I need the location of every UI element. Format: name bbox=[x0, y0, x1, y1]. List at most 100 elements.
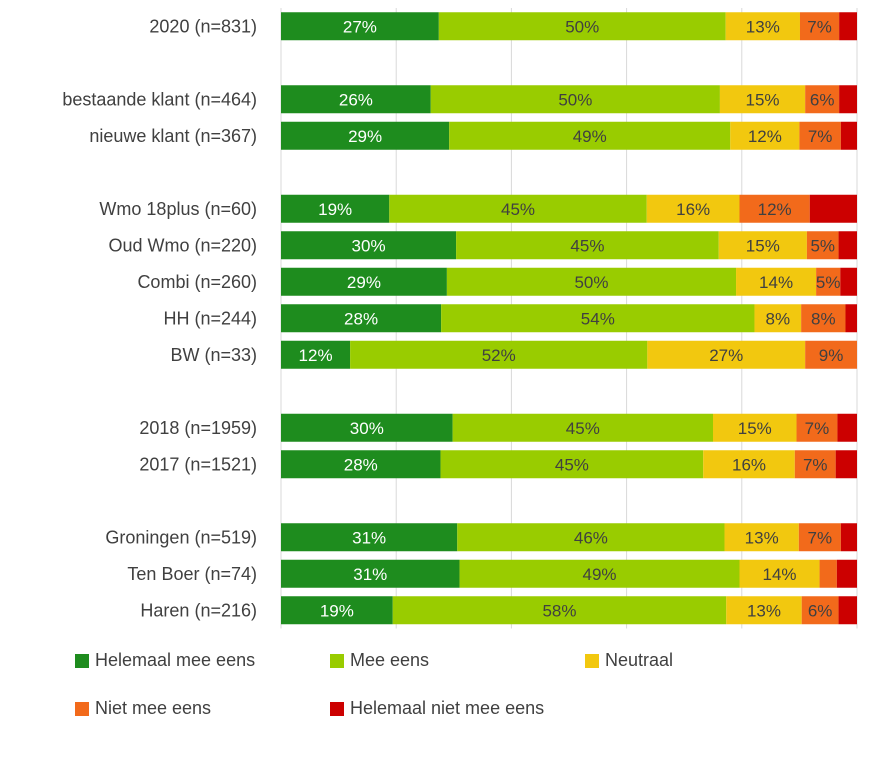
bar-segment bbox=[839, 85, 857, 114]
bar-segment bbox=[739, 194, 810, 223]
bar-segment bbox=[840, 121, 857, 150]
bar-segment bbox=[724, 523, 799, 552]
category-label: HH (n=244) bbox=[163, 308, 257, 328]
bar-segment bbox=[730, 121, 800, 150]
legend-swatch bbox=[330, 701, 344, 716]
bar-segment bbox=[809, 194, 857, 223]
bar-segment bbox=[456, 231, 719, 260]
data-label: 14% bbox=[759, 273, 793, 292]
bar-segment bbox=[281, 12, 439, 41]
data-label: 7% bbox=[808, 127, 833, 146]
data-label: 9% bbox=[819, 346, 844, 365]
category-label: Haren (n=216) bbox=[140, 600, 257, 620]
data-label: 19% bbox=[318, 200, 352, 219]
bar-segment bbox=[457, 523, 725, 552]
bar-segment bbox=[718, 231, 807, 260]
category-label: Oud Wmo (n=220) bbox=[108, 235, 257, 255]
data-label: 5% bbox=[816, 273, 841, 292]
data-label: 45% bbox=[501, 200, 535, 219]
bar-segment bbox=[281, 340, 351, 369]
legend-label: Niet mee eens bbox=[95, 698, 212, 718]
bar-segment bbox=[440, 450, 704, 479]
bar-segment bbox=[441, 304, 755, 333]
bar-segment bbox=[799, 121, 841, 150]
data-label: 52% bbox=[482, 346, 516, 365]
bar-segment bbox=[794, 450, 836, 479]
data-label: 45% bbox=[566, 419, 600, 438]
bar-segment bbox=[281, 450, 441, 479]
data-label: 15% bbox=[746, 90, 780, 109]
bar-segment bbox=[840, 523, 857, 552]
data-label: 58% bbox=[542, 601, 576, 620]
bar-segment bbox=[754, 304, 802, 333]
bar-segment bbox=[389, 194, 647, 223]
bar-segment bbox=[430, 85, 720, 114]
data-label: 7% bbox=[803, 455, 828, 474]
bar-segment bbox=[392, 596, 727, 625]
bar-segment bbox=[739, 559, 820, 588]
category-label: Groningen (n=519) bbox=[105, 527, 257, 547]
legend-item: Helemaal mee eens bbox=[75, 650, 255, 671]
category-label: 2020 (n=831) bbox=[149, 16, 257, 36]
data-label: 46% bbox=[574, 528, 608, 547]
legend-label: Helemaal niet mee eens bbox=[350, 698, 545, 718]
data-label: 26% bbox=[339, 90, 373, 109]
bar-segment bbox=[799, 12, 840, 41]
bar-segment bbox=[281, 559, 460, 588]
bar-segment bbox=[646, 194, 740, 223]
bar-segment bbox=[281, 194, 390, 223]
category-label: Ten Boer (n=74) bbox=[127, 564, 257, 584]
bar-segment bbox=[805, 340, 857, 369]
bar-segment bbox=[438, 12, 726, 41]
bar-segment bbox=[806, 231, 839, 260]
data-label: 12% bbox=[748, 127, 782, 146]
bar-segment bbox=[281, 304, 442, 333]
data-label: 28% bbox=[344, 455, 378, 474]
bar-segment bbox=[281, 267, 447, 296]
legend-swatch bbox=[585, 653, 599, 668]
category-label: bestaande klant (n=464) bbox=[62, 89, 257, 109]
data-label: 15% bbox=[738, 419, 772, 438]
bar-segment bbox=[796, 413, 838, 442]
category-label: Combi (n=260) bbox=[137, 272, 257, 292]
legend-swatch bbox=[330, 653, 344, 668]
bar-segment bbox=[281, 523, 458, 552]
bar-segment bbox=[281, 85, 431, 114]
category-label: Wmo 18plus (n=60) bbox=[99, 199, 257, 219]
bar-segment bbox=[452, 413, 713, 442]
data-label: 50% bbox=[565, 17, 599, 36]
data-label: 13% bbox=[746, 17, 780, 36]
category-label: 2018 (n=1959) bbox=[139, 418, 257, 438]
data-label: 12% bbox=[299, 346, 333, 365]
category-label: 2017 (n=1521) bbox=[139, 454, 257, 474]
bar-segment bbox=[647, 340, 806, 369]
bar-segment bbox=[838, 231, 857, 260]
bar-segment bbox=[837, 413, 857, 442]
bar-segment bbox=[736, 267, 817, 296]
legend-label: Neutraal bbox=[605, 650, 674, 670]
bar-segment bbox=[836, 559, 857, 588]
bar-segment bbox=[816, 267, 841, 296]
bar-segment bbox=[449, 121, 731, 150]
data-label: 49% bbox=[583, 565, 617, 584]
data-label: 30% bbox=[352, 236, 386, 255]
data-label: 12% bbox=[758, 200, 792, 219]
bar-segment bbox=[838, 596, 857, 625]
bar-segment bbox=[719, 85, 806, 114]
data-label: 7% bbox=[808, 528, 833, 547]
bar-segment bbox=[801, 596, 839, 625]
data-label: 7% bbox=[807, 17, 832, 36]
legend-item: Niet mee eens bbox=[75, 698, 211, 719]
data-label: 15% bbox=[746, 236, 780, 255]
data-label: 50% bbox=[558, 90, 592, 109]
data-label: 31% bbox=[353, 565, 387, 584]
bar-segment bbox=[713, 413, 797, 442]
data-label: 28% bbox=[344, 309, 378, 328]
legend-label: Helemaal mee eens bbox=[95, 650, 256, 670]
data-label: 5% bbox=[810, 236, 835, 255]
legend-item: Mee eens bbox=[330, 650, 429, 671]
bar-segment bbox=[805, 85, 840, 114]
legend-label: Mee eens bbox=[350, 650, 430, 670]
bar-segment bbox=[350, 340, 648, 369]
bar-segment bbox=[446, 267, 737, 296]
